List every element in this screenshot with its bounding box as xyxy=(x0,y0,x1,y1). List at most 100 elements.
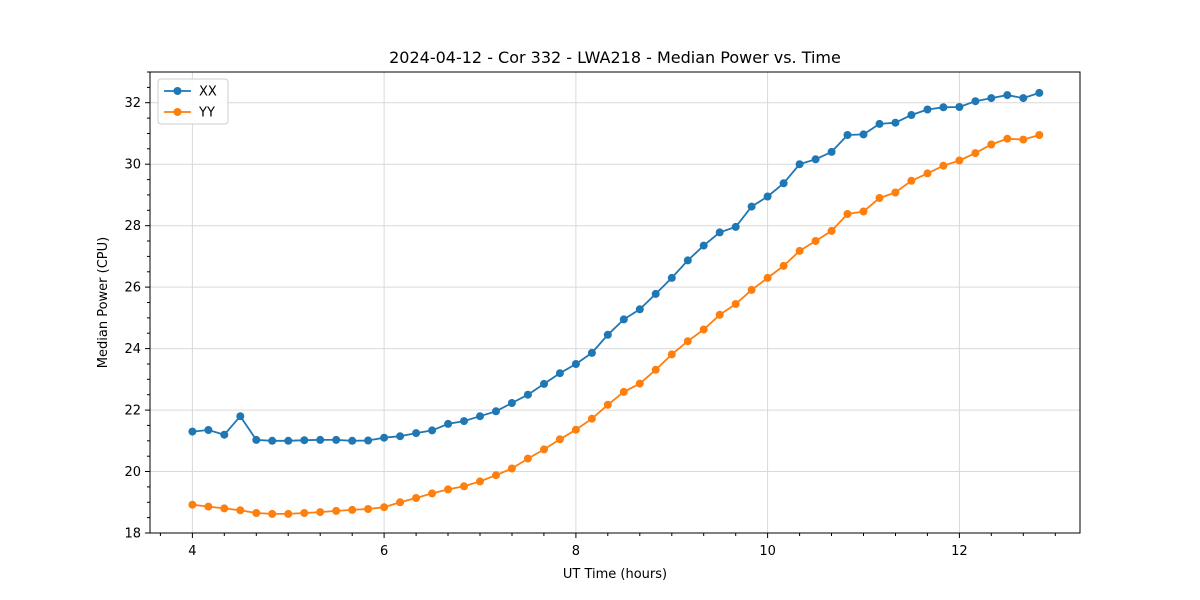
data-point-marker xyxy=(204,426,213,434)
data-point-marker xyxy=(923,169,932,178)
data-point-marker xyxy=(284,436,293,445)
data-point-marker xyxy=(891,118,900,127)
data-point-marker xyxy=(476,477,484,486)
data-point-marker xyxy=(939,103,948,112)
y-tick-label: 18 xyxy=(124,527,141,542)
data-point-marker xyxy=(507,464,516,473)
data-point-marker xyxy=(507,399,516,407)
x-tick-label: 8 xyxy=(572,544,580,559)
data-point-marker xyxy=(571,425,580,434)
data-point-marker xyxy=(220,504,229,513)
data-point-marker xyxy=(364,505,373,513)
axis-ticks xyxy=(145,71,1056,538)
data-point-marker xyxy=(619,315,628,324)
data-point-marker xyxy=(795,160,804,169)
data-point-marker xyxy=(875,119,884,128)
data-point-marker xyxy=(204,502,213,511)
data-point-marker xyxy=(300,509,309,517)
x-tick-label: 10 xyxy=(759,544,776,559)
data-point-marker xyxy=(252,509,261,517)
data-point-marker xyxy=(380,503,389,512)
y-tick-label: 26 xyxy=(124,281,141,296)
legend xyxy=(157,78,229,125)
data-point-marker xyxy=(1003,134,1012,143)
data-point-marker xyxy=(412,429,421,438)
legend-marker-YY xyxy=(173,108,182,116)
data-point-marker xyxy=(555,435,564,444)
legend-label-XX: XX xyxy=(199,85,217,100)
data-point-marker xyxy=(1019,135,1028,144)
legend-marker-XX xyxy=(173,87,182,95)
data-point-marker xyxy=(492,471,500,480)
data-point-marker xyxy=(555,369,564,378)
data-point-marker xyxy=(316,435,325,444)
data-point-marker xyxy=(300,436,309,445)
data-point-marker xyxy=(1035,131,1044,139)
data-point-marker xyxy=(523,390,532,399)
chart-title: 2024-04-12 - Cor 332 - LWA218 - Median P… xyxy=(389,48,841,67)
grid xyxy=(150,72,1080,534)
data-point-marker xyxy=(412,494,421,502)
data-point-marker xyxy=(907,111,916,119)
data-point-marker xyxy=(779,179,788,188)
data-point-marker xyxy=(699,241,708,250)
data-point-marker xyxy=(1003,91,1012,100)
data-point-marker xyxy=(492,407,500,416)
x-tick-label: 6 xyxy=(380,544,388,559)
data-point-marker xyxy=(955,156,964,165)
data-point-marker xyxy=(236,412,245,421)
data-point-marker xyxy=(843,131,852,139)
data-point-marker xyxy=(284,509,293,518)
data-point-marker xyxy=(763,192,772,201)
data-point-marker xyxy=(188,427,197,436)
data-point-marker xyxy=(1035,88,1044,97)
series-YY xyxy=(188,131,1044,518)
x-tick-label: 12 xyxy=(951,544,968,559)
data-point-marker xyxy=(859,207,868,216)
data-point-marker xyxy=(667,350,676,359)
data-point-marker xyxy=(252,435,261,444)
data-point-marker xyxy=(651,365,660,374)
data-point-marker xyxy=(540,379,548,388)
data-point-marker xyxy=(396,432,405,441)
data-point-marker xyxy=(348,436,357,445)
data-point-marker xyxy=(587,348,596,357)
data-point-marker xyxy=(364,436,373,445)
series-XX xyxy=(188,88,1044,445)
data-point-marker xyxy=(667,273,676,282)
data-point-marker xyxy=(651,289,660,298)
data-point-marker xyxy=(571,360,580,368)
data-point-marker xyxy=(715,310,724,319)
data-point-marker xyxy=(332,435,341,444)
data-point-marker xyxy=(731,222,740,231)
y-tick-label: 32 xyxy=(124,96,141,111)
data-point-marker xyxy=(827,226,836,235)
data-point-marker xyxy=(444,419,453,428)
data-point-marker xyxy=(587,414,596,423)
data-point-marker xyxy=(268,509,277,518)
data-point-marker xyxy=(971,149,980,158)
x-axis-label: UT Time (hours) xyxy=(563,567,667,582)
data-point-marker xyxy=(396,498,405,507)
data-point-marker xyxy=(603,400,612,409)
data-point-marker xyxy=(268,436,277,445)
data-point-marker xyxy=(619,387,628,396)
legend-box xyxy=(157,78,229,125)
y-tick-label: 22 xyxy=(124,404,141,419)
y-tick-label: 24 xyxy=(124,342,141,357)
data-point-marker xyxy=(859,130,868,139)
data-point-marker xyxy=(827,147,836,156)
data-point-marker xyxy=(476,412,484,421)
data-point-marker xyxy=(907,176,916,185)
data-point-marker xyxy=(540,445,548,454)
data-point-marker xyxy=(699,325,708,334)
data-point-marker xyxy=(428,489,437,498)
data-point-marker xyxy=(348,505,357,514)
data-point-marker xyxy=(843,210,852,218)
data-point-marker xyxy=(763,273,772,282)
data-point-marker xyxy=(923,105,932,114)
data-point-marker xyxy=(939,161,948,170)
data-point-marker xyxy=(731,300,740,308)
